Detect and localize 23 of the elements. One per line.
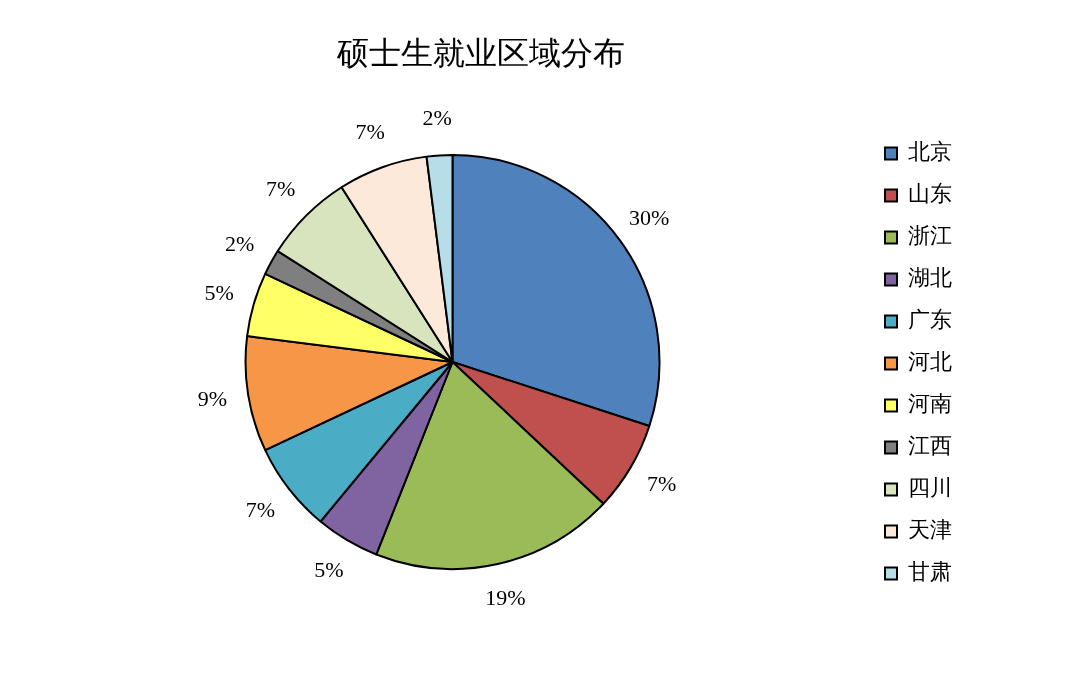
data-label: 7% (647, 471, 677, 497)
data-label: 9% (197, 385, 228, 411)
data-label: 5% (204, 279, 234, 305)
legend-label: 四川 (908, 475, 952, 501)
legend-label: 湖北 (908, 265, 952, 291)
data-label: 30% (628, 204, 670, 230)
data-label: 2% (224, 230, 255, 256)
legend-label: 天津 (908, 517, 952, 543)
legend-label: 河南 (908, 391, 952, 417)
legend-label: 山东 (908, 181, 952, 207)
legend-label: 江西 (908, 433, 952, 459)
legend-label: 北京 (908, 139, 952, 165)
data-label: 2% (422, 105, 452, 131)
legend-label: 广东 (908, 307, 952, 333)
legend-label: 甘肃 (908, 559, 952, 585)
data-label: 5% (314, 556, 344, 582)
data-label: 19% (485, 584, 526, 610)
legend-label: 河北 (908, 349, 952, 375)
data-label: 7% (266, 175, 296, 201)
chart-title: 硕士生就业区域分布 (336, 35, 625, 72)
data-label: 7% (355, 119, 385, 145)
data-label: 7% (245, 496, 276, 522)
legend-label: 浙江 (908, 223, 952, 249)
